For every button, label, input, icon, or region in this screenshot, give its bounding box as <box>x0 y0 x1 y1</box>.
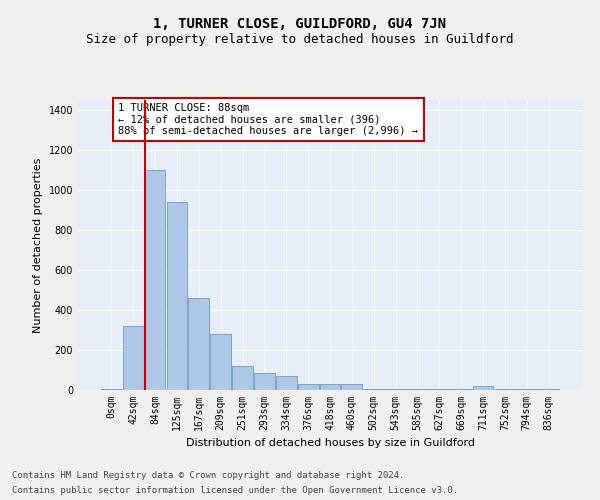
Bar <box>517 389 537 390</box>
Bar <box>167 202 187 390</box>
Bar <box>473 386 493 390</box>
Bar <box>276 376 296 390</box>
Bar <box>451 389 472 390</box>
Bar <box>407 389 428 390</box>
Bar <box>364 389 384 390</box>
Bar <box>298 384 319 390</box>
Bar <box>429 389 450 390</box>
Y-axis label: Number of detached properties: Number of detached properties <box>33 158 43 332</box>
Text: Size of property relative to detached houses in Guildford: Size of property relative to detached ho… <box>86 32 514 46</box>
Text: 1, TURNER CLOSE, GUILDFORD, GU4 7JN: 1, TURNER CLOSE, GUILDFORD, GU4 7JN <box>154 18 446 32</box>
Bar <box>210 334 231 390</box>
Text: Contains public sector information licensed under the Open Government Licence v3: Contains public sector information licen… <box>12 486 458 495</box>
Bar <box>101 389 122 390</box>
Text: 1 TURNER CLOSE: 88sqm
← 12% of detached houses are smaller (396)
88% of semi-det: 1 TURNER CLOSE: 88sqm ← 12% of detached … <box>118 103 418 136</box>
Bar <box>538 389 559 390</box>
Bar <box>254 373 275 390</box>
Bar <box>385 389 406 390</box>
Bar <box>145 170 166 390</box>
Bar <box>123 326 143 390</box>
Bar <box>341 384 362 390</box>
Bar <box>320 384 340 390</box>
Text: Contains HM Land Registry data © Crown copyright and database right 2024.: Contains HM Land Registry data © Crown c… <box>12 471 404 480</box>
Bar <box>494 389 515 390</box>
X-axis label: Distribution of detached houses by size in Guildford: Distribution of detached houses by size … <box>185 438 475 448</box>
Bar <box>232 366 253 390</box>
Bar <box>188 298 209 390</box>
